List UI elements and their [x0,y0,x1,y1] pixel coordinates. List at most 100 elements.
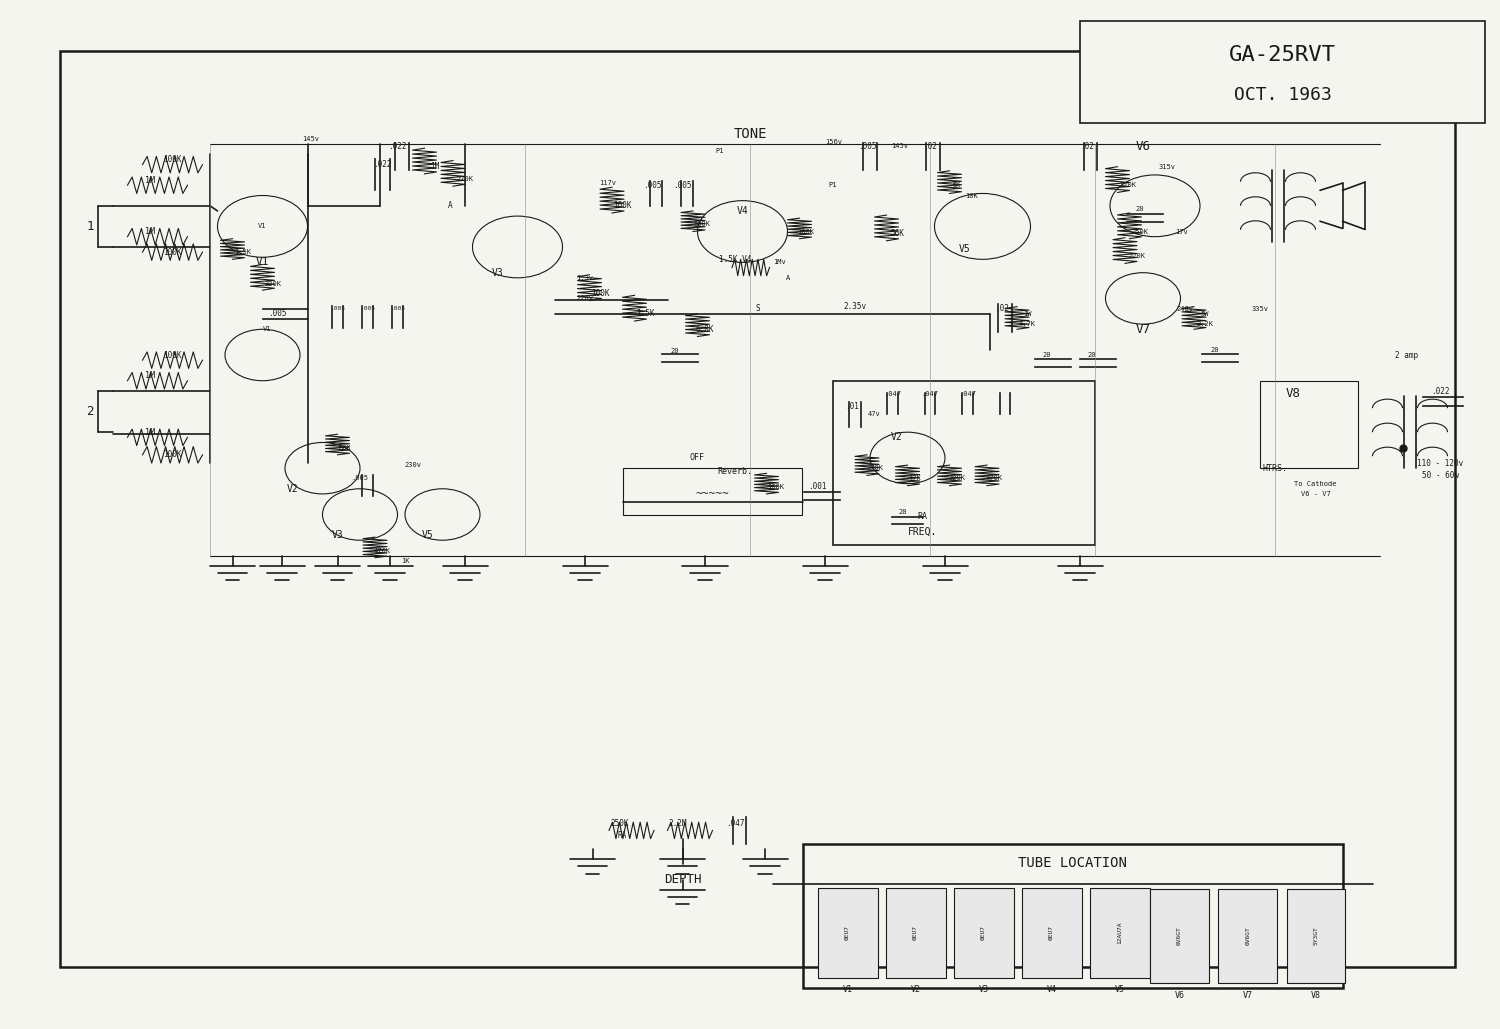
Text: P1: P1 [716,148,724,154]
Text: 20: 20 [1210,347,1219,353]
Bar [1218,889,1276,983]
Text: 220K: 220K [1119,182,1137,188]
Text: OFF: OFF [690,454,705,462]
Text: 47v: 47v [868,411,880,417]
Text: V2: V2 [286,484,298,494]
Text: 270K: 270K [865,465,883,471]
Text: 500K: 500K [693,221,711,227]
Text: .005: .005 [390,307,405,311]
Bar [802,844,1342,988]
Text: 220v: 220v [576,295,594,301]
Text: 1.5K: 1.5K [234,249,252,255]
Text: V8: V8 [1311,991,1322,999]
Text: .005: .005 [351,475,369,482]
Text: .022: .022 [388,142,406,150]
Text: 1M: 1M [146,176,154,184]
Text: ~~~~~: ~~~~~ [696,489,729,499]
Text: V8: V8 [1286,387,1300,399]
Text: 1M: 1M [146,428,154,436]
Text: S: S [754,305,760,313]
Bar [1089,888,1149,978]
Text: .005: .005 [330,307,345,311]
Text: 100K: 100K [766,484,784,490]
Bar [60,51,1455,967]
Text: 145v: 145v [891,143,909,149]
Text: 6EU7: 6EU7 [844,925,850,941]
Text: .001: .001 [808,483,826,491]
Text: 50 - 60w: 50 - 60w [1422,471,1458,480]
Bar [1150,889,1209,983]
Text: 1K: 1K [400,558,410,564]
Text: TUBE LOCATION: TUBE LOCATION [1019,855,1126,870]
Text: 100K: 100K [164,451,182,459]
Bar [1022,888,1082,978]
Text: A: A [786,275,789,281]
Text: 470K: 470K [374,547,392,554]
Text: 1.3v: 1.3v [576,275,594,281]
Text: RA: RA [618,831,627,840]
Text: 470K: 470K [986,475,1004,482]
Bar [885,888,945,978]
Text: 6EU7: 6EU7 [981,925,986,941]
Text: .047: .047 [884,391,902,397]
Text: .005: .005 [644,181,662,189]
Text: .005: .005 [674,181,692,189]
Text: 315v: 315v [1158,164,1176,170]
Text: To Cathode: To Cathode [1294,481,1336,487]
Text: 6EU7: 6EU7 [914,925,918,941]
Text: 5Y3GT: 5Y3GT [1314,926,1318,946]
Text: V2: V2 [891,432,903,442]
Text: 117v: 117v [598,180,616,186]
Text: 56K: 56K [890,229,904,238]
Text: .005: .005 [360,307,375,311]
Text: 250K: 250K [1131,228,1149,235]
Text: 110 - 120v: 110 - 120v [1418,459,1462,467]
Bar [1080,21,1485,123]
Text: .047: .047 [726,819,744,827]
Text: 1M: 1M [146,371,154,380]
Text: .02: .02 [994,305,1010,313]
Text: 20: 20 [1042,352,1052,358]
Text: A: A [447,202,453,210]
Text: V7: V7 [1242,991,1252,999]
Text: 6V6GT: 6V6GT [1178,926,1182,946]
Text: RA: RA [918,512,927,521]
Text: V1: V1 [258,223,267,229]
Text: V1: V1 [843,986,852,994]
Text: .02: .02 [922,142,938,150]
Text: 17v: 17v [1176,228,1188,235]
Bar [833,381,1095,545]
Text: V1: V1 [255,257,270,268]
Text: 156v: 156v [825,139,843,145]
Text: 20: 20 [898,509,908,516]
Text: 100K: 100K [164,248,182,256]
Bar [1260,381,1358,468]
Text: 2: 2 [86,405,93,418]
Text: 100K: 100K [796,228,814,235]
Bar [818,888,878,978]
Text: 1Mv: 1Mv [774,259,786,265]
Text: OCT. 1963: OCT. 1963 [1233,85,1332,104]
Text: FREQ.: FREQ. [908,527,938,537]
Text: 20: 20 [1136,206,1144,212]
Bar [954,888,1014,978]
Text: V2: V2 [910,986,921,994]
Text: 1: 1 [86,220,93,233]
Text: 100K: 100K [164,351,182,359]
Text: 5W: 5W [1200,311,1209,317]
Text: V7: V7 [1136,323,1150,335]
Text: 1W: 1W [1023,311,1032,317]
Text: 100K: 100K [164,155,182,164]
Text: 270K: 270K [456,176,474,182]
Bar [622,468,803,514]
Text: Reverb.: Reverb. [717,467,753,475]
Text: HTRS.: HTRS. [1263,464,1287,472]
Text: 250K: 250K [610,819,628,827]
Text: 1.5K V4: 1.5K V4 [718,255,752,263]
Text: 6.8K: 6.8K [696,325,714,333]
Text: 2.2K: 2.2K [1196,321,1214,327]
Text: 230v: 230v [404,462,422,468]
Text: .01: .01 [844,402,859,411]
Text: 80K: 80K [339,445,351,451]
Text: 5K: 5K [952,182,962,188]
